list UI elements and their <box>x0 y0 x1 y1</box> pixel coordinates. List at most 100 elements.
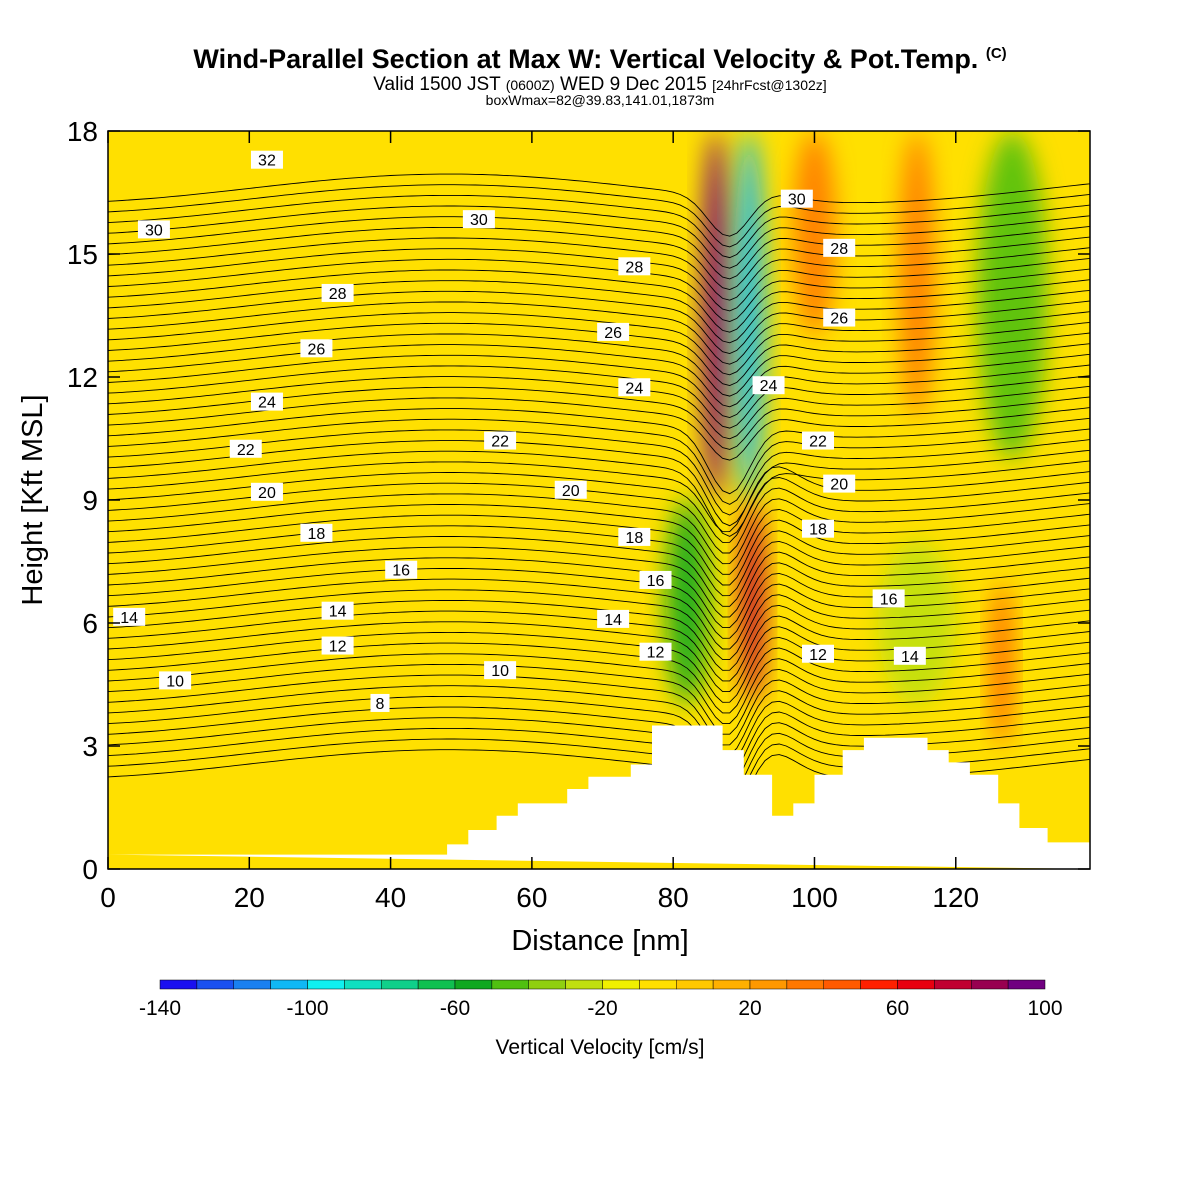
axes: 0 20 40 60 80 100 120 0 3 6 9 12 15 18 <box>67 116 1090 913</box>
colorbar-segment <box>934 979 972 990</box>
contour-label-box <box>618 257 651 276</box>
theta-line <box>108 408 1090 495</box>
contour-label: 18 <box>308 526 326 543</box>
contour-label: 24 <box>625 380 643 397</box>
x-tick-label: 80 <box>658 882 689 913</box>
theta-line <box>108 631 1090 703</box>
colorbar-tick-label: 20 <box>738 997 761 1020</box>
contour-label-box <box>823 308 856 327</box>
theta-line <box>108 301 1090 365</box>
colorbar-segment <box>860 979 898 990</box>
chart-title: Wind-Parallel Section at Max W: Vertical… <box>0 44 1200 75</box>
contour-label-box <box>752 376 785 395</box>
contour-label: 30 <box>145 222 163 239</box>
contour-label-box <box>113 607 146 626</box>
contour-label-box <box>159 671 192 690</box>
velocity-band <box>666 500 709 705</box>
contour-label: 26 <box>308 341 326 358</box>
contour-label-box <box>597 322 630 341</box>
velocity-band <box>991 582 1013 746</box>
contour-label: 20 <box>258 485 276 502</box>
contour-label-box <box>823 474 856 493</box>
theta-line <box>108 685 1090 757</box>
contour-label-box <box>321 601 354 620</box>
velocity-band <box>793 131 836 336</box>
theta-line <box>108 706 1090 778</box>
contour-label: 28 <box>830 241 848 258</box>
contour-label: 20 <box>562 483 580 500</box>
theta-line <box>108 674 1090 746</box>
contour-label-box <box>639 570 672 589</box>
colorbar-segment <box>749 979 788 990</box>
y-tick-label: 3 <box>82 731 98 762</box>
contour-label: 10 <box>491 663 509 680</box>
colorbar-segment <box>565 979 603 990</box>
contour-label-box <box>250 150 283 169</box>
contour-label-box <box>484 431 517 450</box>
velocity-band-fill <box>991 582 1013 746</box>
contour-label-box <box>780 189 813 208</box>
contour-label-box <box>893 646 926 665</box>
contour-label: 22 <box>237 442 255 459</box>
contour-label: 8 <box>376 696 385 713</box>
contour-label: 20 <box>830 477 848 494</box>
theta-line <box>108 578 1090 650</box>
subtitle-forecast: [24hrFcst@1302z] <box>712 77 827 93</box>
colorbar-tick-label: -60 <box>440 997 470 1020</box>
velocity-band-fill <box>666 500 709 705</box>
colorbar-segment <box>233 979 271 990</box>
contour-label: 18 <box>809 522 827 539</box>
contour-label-box <box>250 482 283 501</box>
colorbar-title: Vertical Velocity [cm/s] <box>495 1036 705 1059</box>
theta-contour-labels: 32 30 30 30 28 28 28 26 26 26 24 24 24 22 22 22 20 20 20 18… <box>113 150 926 713</box>
y-tick-label: 0 <box>82 854 98 885</box>
contour-label: 26 <box>604 325 622 342</box>
contour-label-box <box>385 560 418 579</box>
theta-line <box>108 216 1090 280</box>
colorbar-segment <box>159 979 198 990</box>
chart-subtitle: Valid 1500 JST (0600Z) WED 9 Dec 2015 [2… <box>0 74 1200 96</box>
contour-label: 14 <box>120 610 138 627</box>
y-tick-label: 12 <box>67 362 98 393</box>
subtitle-zulu: (0600Z) <box>505 77 555 93</box>
contour-label: 16 <box>880 591 898 608</box>
x-tick-label: 60 <box>516 882 547 913</box>
theta-line <box>108 258 1090 322</box>
theta-line <box>108 344 1090 408</box>
contour-label-box <box>872 589 905 608</box>
theta-line <box>108 194 1090 259</box>
y-tick-label: 15 <box>67 239 98 270</box>
contour-label: 16 <box>647 573 665 590</box>
contour-label: 18 <box>625 530 643 547</box>
contour-label-box <box>597 609 630 628</box>
theta-line <box>108 642 1090 714</box>
velocity-band-fill <box>793 131 836 336</box>
theta-line <box>108 653 1090 725</box>
theta-line <box>108 418 1090 505</box>
colorbar-tick-label: -20 <box>587 997 617 1020</box>
contour-label: 26 <box>830 311 848 328</box>
contour-label-box <box>618 527 651 546</box>
colorbar-segment <box>454 979 493 990</box>
theta-line <box>108 589 1090 661</box>
theta-line <box>108 173 1090 237</box>
subtitle-valid: Valid 1500 JST <box>373 74 501 95</box>
velocity-band-fill <box>701 131 730 500</box>
theta-line <box>108 312 1090 376</box>
theta-line <box>108 536 1090 607</box>
theta-line <box>108 290 1090 354</box>
contour-label: 14 <box>604 612 622 629</box>
contour-label-box <box>554 480 587 499</box>
y-axis-label: Height [Kft MSL] <box>17 394 49 605</box>
contour-label: 24 <box>760 378 778 395</box>
colorbar-segment <box>270 979 308 990</box>
contour-label-box <box>321 283 354 302</box>
colorbar-segment <box>676 979 714 990</box>
theta-line <box>108 429 1090 516</box>
contour-label-box <box>462 210 495 229</box>
contour-label: 12 <box>809 647 827 664</box>
colorbar-segment <box>1007 979 1046 990</box>
theta-line <box>108 354 1090 418</box>
colorbar-segment <box>528 979 566 990</box>
velocity-band-fill <box>740 500 766 705</box>
